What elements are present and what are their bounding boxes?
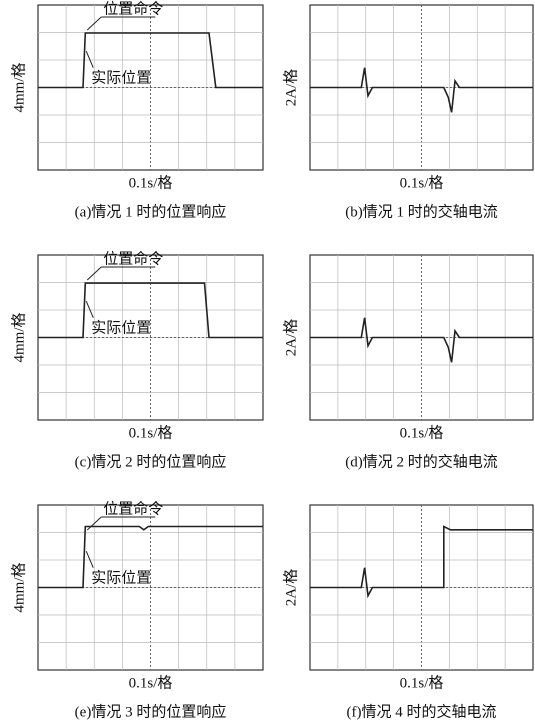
x-label: 0.1s/格	[129, 424, 173, 441]
caption: (d)情况 2 时的交轴电流	[345, 452, 498, 470]
x-label: 0.1s/格	[400, 424, 444, 441]
x-label: 0.1s/格	[129, 174, 173, 191]
caption: (c)情况 2 时的位置响应	[75, 452, 227, 470]
annotation: 位置命令	[103, 0, 163, 17]
annotation: 实际位置	[91, 320, 151, 337]
x-label: 0.1s/格	[400, 174, 444, 191]
annotation: 位置命令	[103, 499, 163, 517]
annotation: 位置命令	[103, 249, 163, 267]
caption: (a)情况 1 时的位置响应	[75, 202, 227, 220]
x-label: 0.1s/格	[129, 674, 173, 691]
y-label: 4mm/格	[10, 62, 27, 112]
y-label: 2A/格	[282, 319, 299, 357]
y-label: 2A/格	[282, 69, 299, 107]
caption: (e)情况 3 时的位置响应	[75, 702, 227, 720]
annotation: 实际位置	[91, 570, 151, 587]
panel: 2A/格 0.1s/格 (d)情况 2 时的交轴电流	[282, 255, 533, 470]
y-label: 2A/格	[282, 569, 299, 607]
annotation: 实际位置	[91, 70, 151, 87]
caption: (b)情况 1 时的交轴电流	[345, 202, 498, 220]
y-label: 4mm/格	[10, 312, 27, 362]
y-label: 4mm/格	[10, 562, 27, 612]
figure: 4mm/格0.1s/格(a)情况 1 时的位置响应位置命令实际位置2A/格0.1…	[0, 0, 535, 726]
caption: (f)情况 4 时的交轴电流	[347, 702, 497, 720]
panel: 2A/格 0.1s/格 (b)情况 1 时的交轴电流	[282, 5, 533, 220]
x-label: 0.1s/格	[400, 674, 444, 691]
panel: 2A/格 0.1s/格 (f)情况 4 时的交轴电流	[282, 505, 533, 720]
